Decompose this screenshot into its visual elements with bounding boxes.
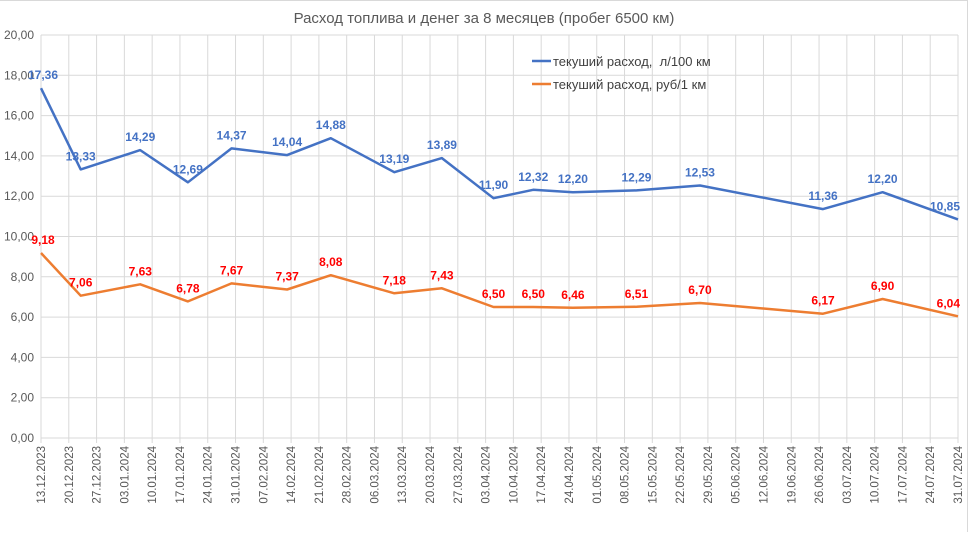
gridlines (40, 34, 959, 443)
x-tick-label: 13.12.2023 (36, 446, 48, 504)
x-tick-label: 07.02.2024 (258, 445, 270, 503)
x-tick-label: 24.07.2024 (925, 445, 937, 503)
y-tick-label: 12,00 (4, 189, 34, 203)
data-label: 17,36 (28, 68, 58, 82)
data-label: 6,04 (937, 296, 961, 310)
x-tick-label: 28.02.2024 (342, 445, 354, 503)
data-label: 12,32 (518, 170, 548, 184)
x-tick-label: 12.06.2024 (758, 445, 770, 503)
data-labels: 17,36 13,33 14,29 12,69 14,37 14,04 14,88 13,19… (28, 68, 960, 310)
x-tick-label: 10.01.2024 (147, 445, 159, 503)
y-tick-label: 14,00 (4, 149, 34, 163)
data-label: 6,50 (482, 287, 506, 301)
y-tick-label: 6,00 (11, 310, 35, 324)
x-axis-ticks: 13.12.2023 20.12.2023 27.12.2023 03.01.2024… (36, 445, 965, 503)
y-tick-label: 8,00 (11, 270, 35, 284)
data-label: 12,29 (621, 170, 651, 184)
data-label: 7,06 (69, 276, 93, 290)
x-tick-label: 20.12.2023 (64, 446, 76, 504)
data-label: 11,36 (808, 189, 838, 203)
y-axis-ticks: 0,00 2,00 4,00 6,00 8,00 10,00 12,00 14,00 16,00… (4, 28, 34, 445)
data-label: 6,46 (561, 288, 585, 302)
y-tick-label: 20,00 (4, 28, 34, 42)
data-label: 7,63 (129, 264, 153, 278)
legend-label-fuel: текуший расход, л/100 км (553, 54, 711, 69)
data-label: 14,29 (125, 130, 155, 144)
x-tick-label: 20.03.2024 (425, 445, 437, 503)
legend-label-money: текуший расход, руб/1 км (553, 77, 706, 92)
x-tick-label: 26.06.2024 (814, 445, 826, 503)
x-tick-label: 17.01.2024 (175, 445, 187, 503)
x-tick-label: 31.07.2024 (953, 445, 965, 503)
data-label: 14,88 (316, 118, 346, 132)
data-label: 14,37 (217, 128, 247, 142)
x-tick-label: 22.05.2024 (675, 445, 687, 503)
data-label: 6,78 (176, 281, 200, 295)
data-label: 6,70 (688, 283, 712, 297)
y-tick-label: 4,00 (11, 350, 35, 364)
data-label: 7,67 (220, 263, 244, 277)
x-tick-label: 08.05.2024 (620, 445, 632, 503)
y-tick-label: 2,00 (11, 391, 35, 405)
data-label: 7,18 (383, 273, 407, 287)
x-tick-label: 13.03.2024 (397, 445, 409, 503)
x-tick-label: 06.03.2024 (369, 445, 381, 503)
chart-title: Расход топлива и денег за 8 месяцев (про… (294, 10, 675, 27)
legend: текуший расход, л/100 км текуший расход,… (532, 54, 711, 92)
data-label: 6,17 (811, 294, 835, 308)
data-label: 12,69 (173, 162, 203, 176)
data-label: 13,89 (427, 138, 457, 152)
x-tick-label: 19.06.2024 (786, 445, 798, 503)
x-tick-label: 03.04.2024 (481, 445, 493, 503)
series-line-fuel (39, 87, 959, 221)
data-label: 6,51 (625, 287, 649, 301)
x-tick-label: 24.04.2024 (564, 445, 576, 503)
data-label: 12,53 (685, 166, 715, 180)
x-tick-label: 31.01.2024 (231, 445, 243, 503)
y-tick-label: 16,00 (4, 109, 34, 123)
x-tick-label: 27.12.2023 (92, 446, 104, 504)
x-tick-label: 27.03.2024 (453, 445, 465, 503)
data-label: 6,90 (871, 279, 895, 293)
x-tick-label: 24.01.2024 (203, 445, 215, 503)
x-tick-label: 03.01.2024 (119, 445, 131, 503)
x-tick-label: 17.07.2024 (897, 445, 909, 503)
x-tick-label: 21.02.2024 (314, 445, 326, 503)
data-label: 6,50 (522, 287, 546, 301)
data-label: 10,85 (930, 199, 960, 213)
data-label: 7,43 (430, 268, 454, 282)
data-label: 9,18 (31, 233, 55, 247)
data-label: 12,20 (558, 172, 588, 186)
data-label: 7,37 (275, 269, 299, 283)
data-label: 8,08 (319, 255, 343, 269)
y-tick-label: 10,00 (4, 230, 34, 244)
data-label: 11,90 (479, 178, 509, 192)
x-tick-label: 03.07.2024 (842, 445, 854, 503)
x-tick-label: 10.07.2024 (870, 445, 882, 503)
x-tick-label: 10.04.2024 (508, 445, 520, 503)
data-label: 13,33 (66, 149, 96, 163)
x-tick-label: 29.05.2024 (703, 445, 715, 503)
y-tick-label: 0,00 (11, 431, 35, 445)
series-line-money (40, 252, 959, 318)
x-tick-label: 14.02.2024 (286, 445, 298, 503)
x-tick-label: 15.05.2024 (647, 445, 659, 503)
x-tick-label: 17.04.2024 (536, 445, 548, 503)
data-label: 12,20 (868, 172, 898, 186)
x-tick-label: 05.06.2024 (731, 445, 743, 503)
x-tick-label: 01.05.2024 (592, 445, 604, 503)
series-lines (39, 87, 959, 318)
data-label: 14,04 (272, 135, 302, 149)
data-label: 13,19 (379, 152, 409, 166)
y-tick-label: 18,00 (4, 68, 34, 82)
